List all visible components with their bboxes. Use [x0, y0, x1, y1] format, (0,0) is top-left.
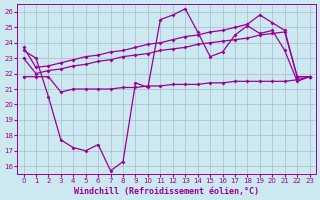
X-axis label: Windchill (Refroidissement éolien,°C): Windchill (Refroidissement éolien,°C) [74, 187, 259, 196]
